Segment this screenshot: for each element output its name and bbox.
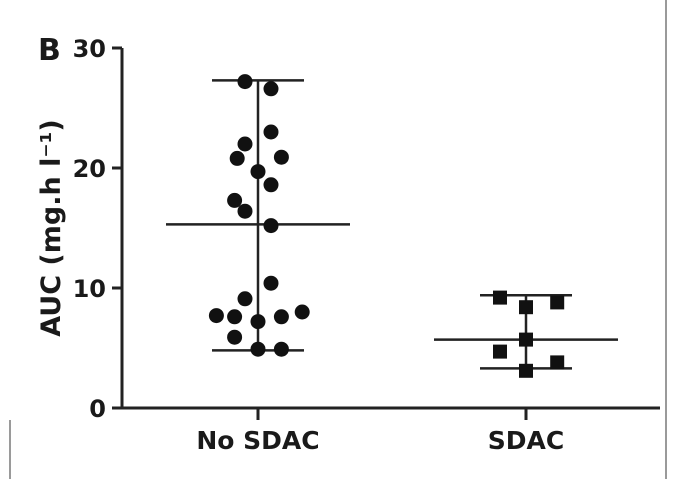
data-point-circle [250, 164, 266, 180]
data-point-circle [273, 149, 289, 165]
data-point-square [550, 295, 565, 310]
y-axis-label: AUC (mg.h l⁻¹) [36, 119, 67, 337]
y-tick-label: 10 [73, 275, 106, 303]
data-point-circle [273, 341, 289, 357]
data-point-circle [294, 304, 310, 320]
data-point-circle [227, 192, 243, 208]
data-point-circle [237, 74, 253, 90]
axes: 0 10 20 30 No SDAC SDAC [73, 35, 660, 455]
data-point-circle [263, 275, 279, 291]
data-marks [166, 74, 618, 378]
y-tick-label: 20 [73, 155, 106, 183]
data-point-circle [263, 81, 279, 97]
data-point-circle [237, 291, 253, 307]
data-point-circle [227, 309, 243, 325]
data-point-circle [208, 308, 224, 324]
data-point-circle [237, 136, 253, 152]
data-point-circle [229, 150, 245, 166]
x-tick-label: SDAC [488, 426, 564, 455]
data-point-square [493, 344, 507, 359]
data-point-circle [250, 314, 266, 330]
data-point-square [493, 290, 507, 305]
y-tick-label: 0 [89, 395, 106, 423]
data-point-circle [263, 124, 279, 140]
data-point-circle [227, 329, 243, 345]
data-point-circle [273, 309, 289, 325]
data-point-circle [250, 341, 266, 357]
data-point-square [519, 300, 533, 315]
data-point-square [519, 332, 533, 347]
y-tick-label: 30 [73, 35, 106, 63]
data-point-circle [263, 218, 279, 234]
panel-label: B [38, 33, 61, 68]
data-point-square [550, 355, 565, 370]
x-tick-label: No SDAC [196, 426, 319, 455]
data-point-square [519, 363, 533, 378]
data-point-circle [263, 177, 279, 193]
data-point-circle [237, 203, 253, 219]
